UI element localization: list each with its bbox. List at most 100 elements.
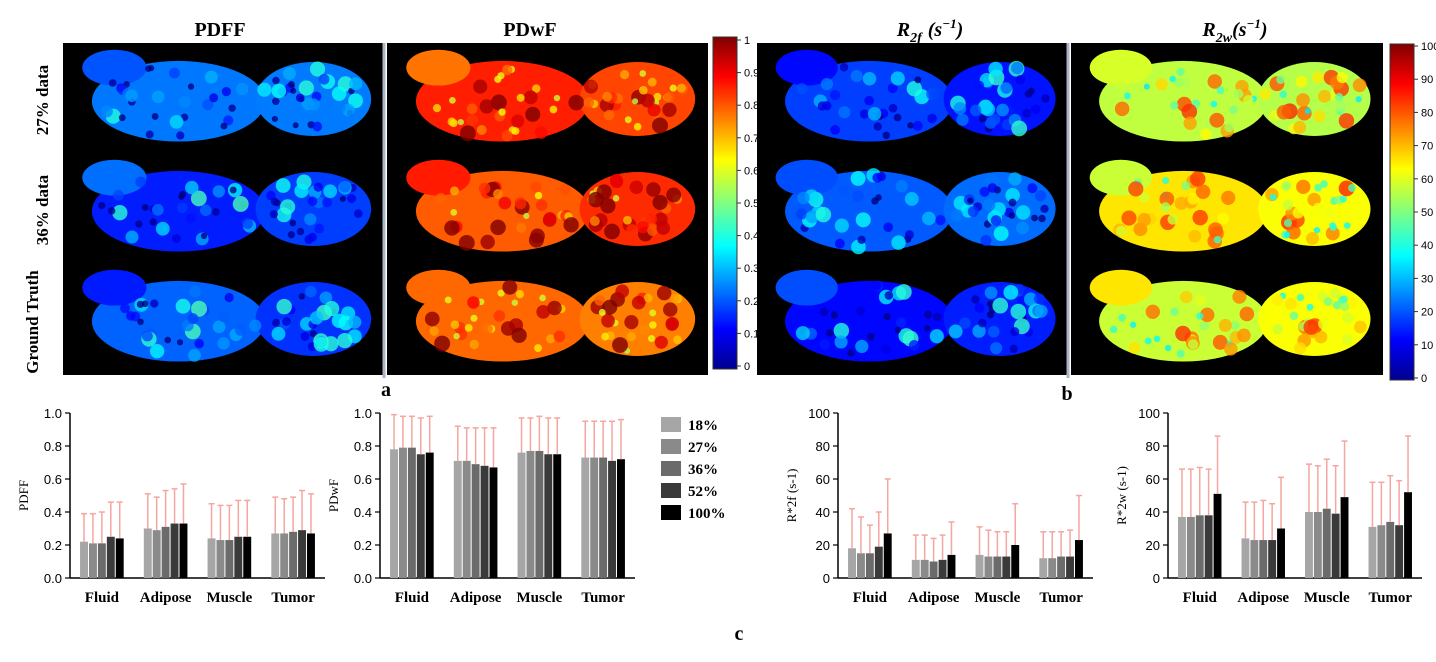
tissue-texture <box>639 70 647 77</box>
tissue-texture <box>307 98 320 111</box>
tissue-texture <box>1041 94 1050 103</box>
tissue-texture <box>815 206 832 223</box>
bar <box>517 452 526 578</box>
tissue-texture <box>339 181 351 193</box>
tissue-texture <box>482 323 493 335</box>
tissue-texture <box>891 235 906 250</box>
tissue-texture <box>347 194 357 204</box>
tissue-texture <box>1162 176 1170 185</box>
bar <box>526 450 535 578</box>
tissue-texture <box>830 125 841 135</box>
bar <box>856 553 865 578</box>
x-tick-label: Tumor <box>581 590 625 606</box>
tissue-texture <box>1340 295 1348 304</box>
bar <box>216 540 225 578</box>
tissue-texture <box>929 88 941 100</box>
tissue-texture <box>867 333 875 341</box>
tissue-texture <box>212 208 220 216</box>
tissue-texture <box>467 296 480 309</box>
tissue-texture <box>1035 190 1047 202</box>
tissue-texture <box>820 77 834 91</box>
tissue-texture <box>331 86 347 101</box>
map-tile <box>1071 263 1383 375</box>
tissue-texture <box>348 315 362 329</box>
tissue-texture <box>859 109 870 119</box>
tissue-texture <box>137 318 144 326</box>
colorbar-tick-label: 0.6 <box>744 165 759 177</box>
tissue-region <box>406 159 471 196</box>
tissue-texture <box>1213 235 1222 244</box>
tissue-texture <box>1015 74 1026 85</box>
tissue-texture <box>1269 193 1277 201</box>
tissue-texture <box>539 294 546 302</box>
tissue-texture <box>907 122 914 129</box>
y-axis-label: PDFF <box>16 480 31 511</box>
bar <box>453 460 462 578</box>
x-tick-label: Muscle <box>516 590 562 606</box>
bar <box>307 533 315 578</box>
colorbar-tick-label: 20 <box>1421 307 1433 319</box>
map-tile <box>63 153 384 265</box>
tissue-texture <box>190 190 207 207</box>
bar <box>1404 492 1412 578</box>
colorbar-tick-label: 0.2 <box>744 296 759 308</box>
bar <box>1277 528 1285 578</box>
r2w-title-unit: (s <box>1232 19 1247 41</box>
tissue-region <box>775 269 838 306</box>
tissue-texture <box>904 230 914 240</box>
bar <box>489 467 498 578</box>
bar <box>599 457 608 578</box>
tissue-texture <box>1284 297 1297 310</box>
tissue-texture <box>922 211 936 226</box>
tissue-texture <box>666 187 682 203</box>
y-tick-label: 60 <box>1146 472 1160 487</box>
tissue-texture <box>1144 337 1152 345</box>
tissue-texture <box>623 215 632 225</box>
map-tile <box>63 43 384 155</box>
tissue-texture <box>1283 218 1293 228</box>
y-axis-label: R*2f (s-1) <box>784 469 799 523</box>
colorbar-tick-label: 70 <box>1421 141 1433 153</box>
tissue-texture <box>223 115 234 126</box>
bar <box>938 559 947 578</box>
tissue-texture <box>478 182 491 195</box>
colorbar-tick-label: 0.3 <box>744 263 759 275</box>
bar <box>553 454 562 578</box>
tissue-texture <box>967 197 974 204</box>
tissue-texture <box>1143 83 1150 90</box>
tissue-texture <box>1034 293 1045 305</box>
tissue-texture <box>177 202 188 214</box>
bar <box>1213 493 1222 578</box>
tissue-texture <box>1160 202 1171 212</box>
bar <box>984 556 993 578</box>
tissue-texture <box>1303 319 1319 335</box>
bar <box>581 457 590 578</box>
tissue-texture <box>612 337 628 354</box>
tissue-texture <box>636 221 650 234</box>
r2f-title-main: R <box>896 19 910 41</box>
tissue-texture <box>200 232 208 240</box>
bar <box>1039 558 1048 578</box>
tissue-texture <box>883 312 891 321</box>
tissue-region <box>406 49 471 86</box>
tissue-texture <box>282 67 296 80</box>
tissue-texture <box>429 326 439 336</box>
tissue-texture <box>234 324 247 336</box>
legend: 18% 27% 36% 52% 100% <box>661 417 726 522</box>
tissue-texture <box>523 90 538 105</box>
tissue-texture <box>435 192 447 204</box>
tissue-texture <box>212 185 226 198</box>
tissue-texture <box>324 301 340 317</box>
tissue-texture <box>458 234 475 251</box>
y-tick-label: 0.2 <box>354 538 372 553</box>
tissue-texture <box>112 189 124 201</box>
tissue-texture <box>1011 61 1024 75</box>
bar <box>97 543 106 578</box>
tissue-texture <box>164 336 172 344</box>
tissue-texture <box>583 97 595 108</box>
tissue-texture <box>1179 290 1193 304</box>
tissue-texture <box>1121 210 1137 226</box>
tissue-texture <box>615 284 630 299</box>
tissue-texture <box>959 317 971 329</box>
tissue-texture <box>1175 325 1191 342</box>
